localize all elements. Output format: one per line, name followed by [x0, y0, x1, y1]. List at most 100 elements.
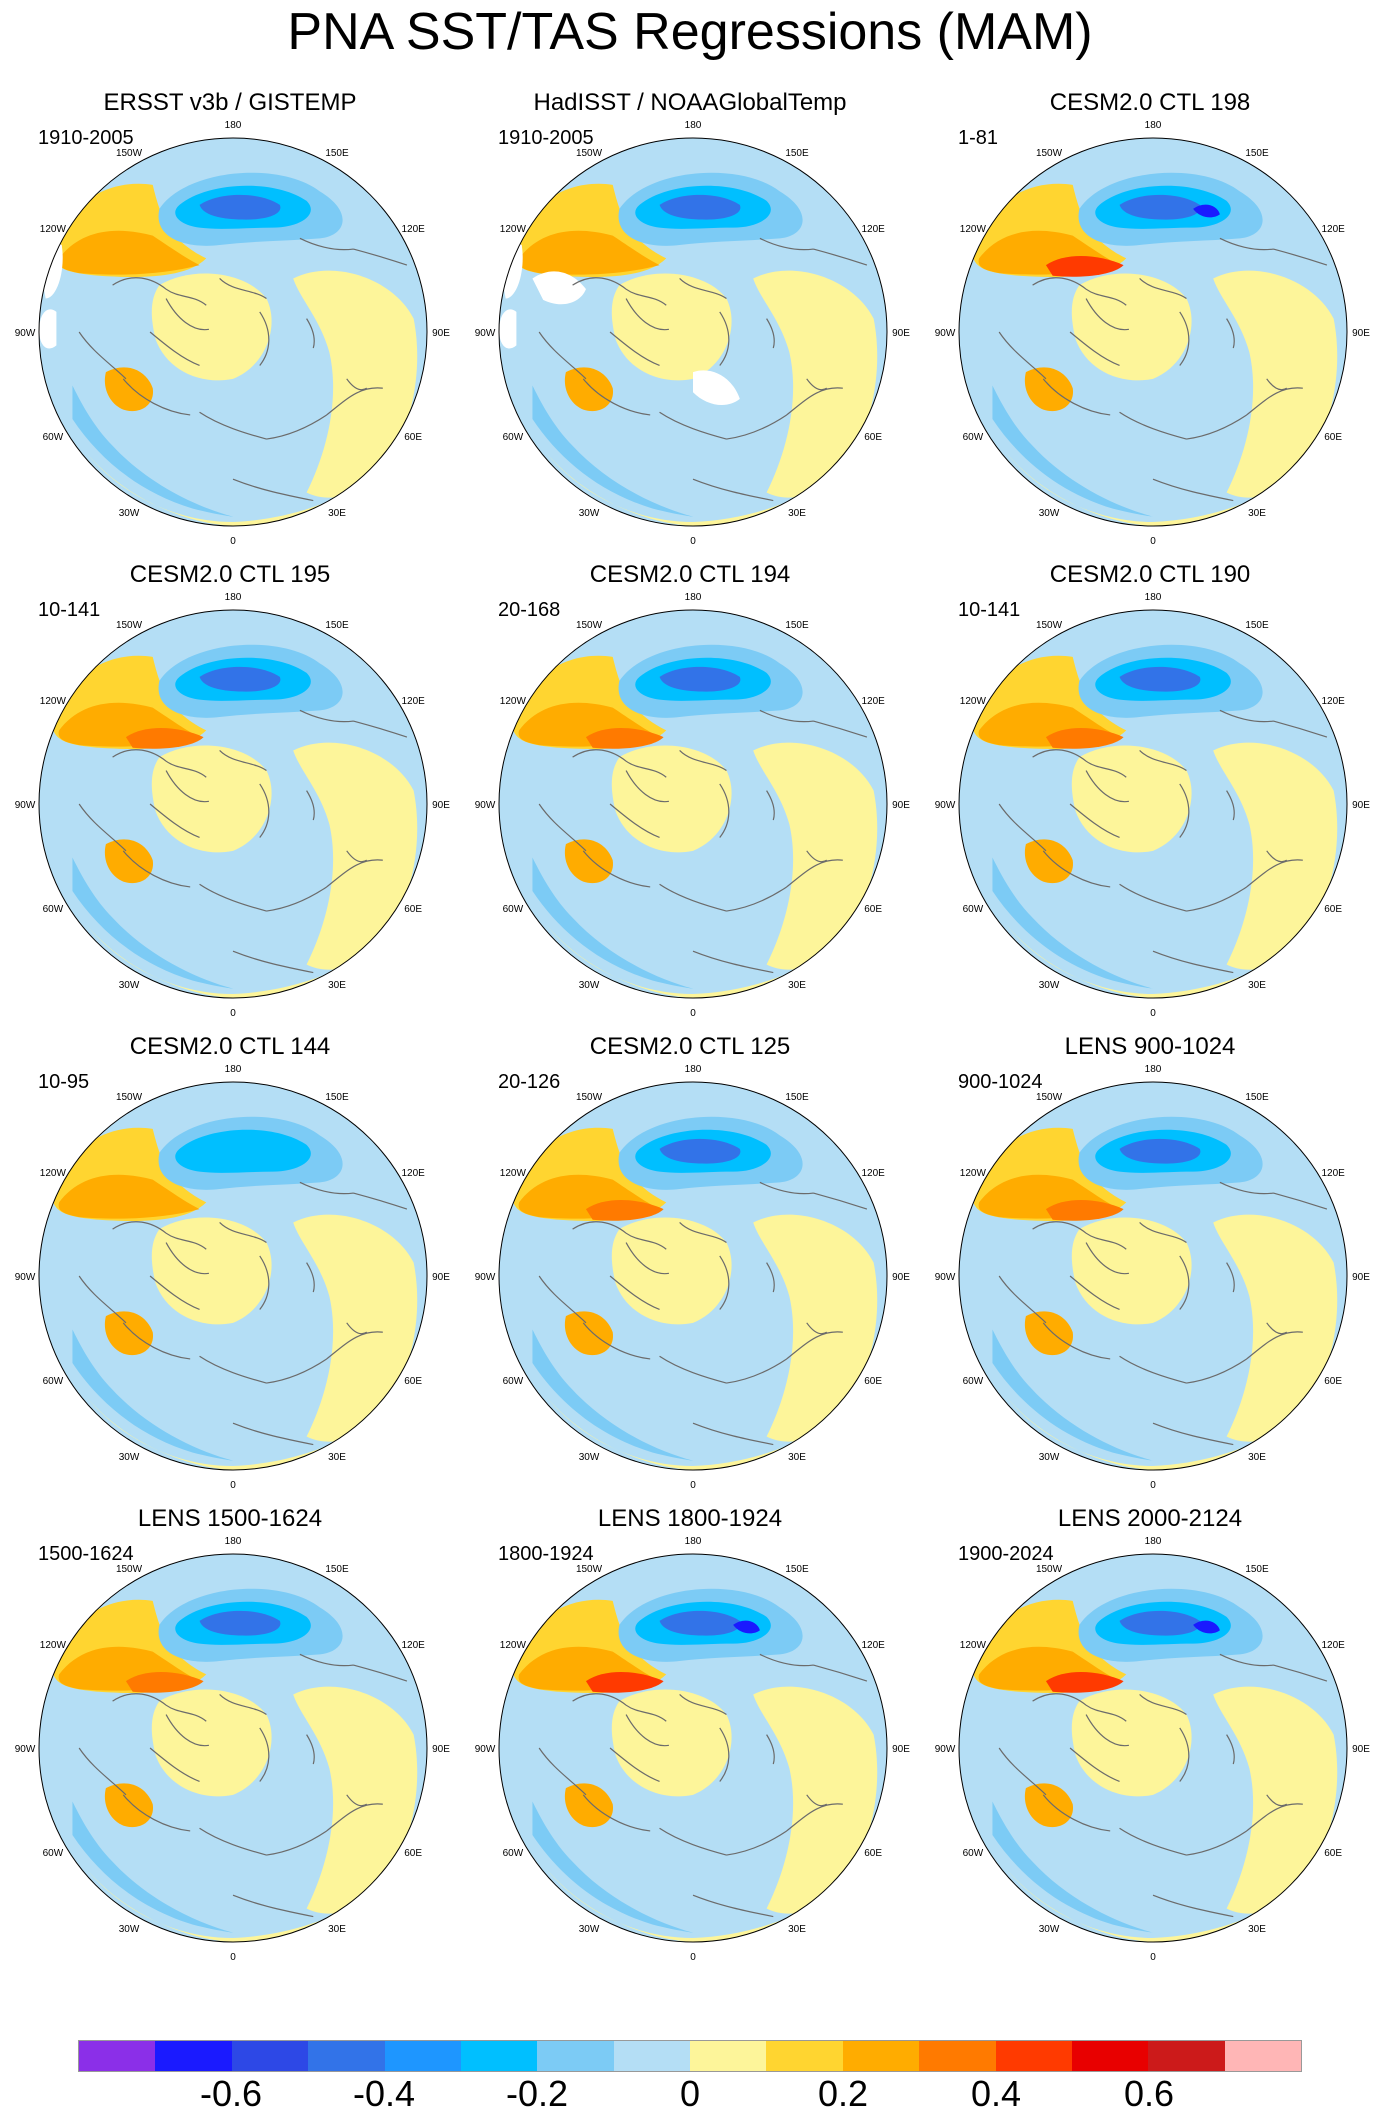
longitude-label: 30E — [328, 508, 346, 519]
longitude-label: 90W — [15, 328, 36, 339]
longitude-label: 30E — [788, 1452, 806, 1463]
longitude-label: 150W — [116, 148, 143, 159]
longitude-label: 30E — [328, 980, 346, 991]
longitude-label: 120E — [401, 1168, 425, 1179]
colorbar-swatch — [842, 2041, 920, 2071]
colorbar-tick-label: -0.4 — [352, 2073, 416, 2114]
longitude-label: 120E — [861, 1640, 885, 1651]
longitude-label: 30W — [1039, 1452, 1060, 1463]
longitude-label: 0 — [230, 1480, 236, 1491]
map-boundary — [38, 1081, 428, 1471]
map-panel: CESM2.0 CTL 195 180 150E 120E 90E 60E 30E 0 30W 6… — [0, 560, 460, 1030]
colorbar-swatch — [613, 2041, 690, 2071]
polar-map: 180 150E 120E 90E 60E 30E 0 30W 60W 90W 120W 150W — [935, 592, 1371, 1019]
longitude-label: 180 — [225, 592, 242, 603]
map-boundary — [38, 609, 428, 999]
longitude-label: 60W — [503, 1848, 524, 1859]
longitude-label: 90W — [15, 1272, 36, 1283]
longitude-label: 60W — [503, 432, 524, 443]
longitude-label: 0 — [1150, 1952, 1156, 1963]
longitude-label: 120W — [960, 1640, 987, 1651]
longitude-label: 60W — [963, 904, 984, 915]
longitude-label: 90E — [1352, 328, 1370, 339]
polar-map: 180 150E 120E 90E 60E 30E 0 30W 60W 90W 120W 150W — [935, 1536, 1371, 1963]
map-panel: CESM2.0 CTL 125 180 150E 120E 90E 60E 30E 0 30W 6… — [460, 1032, 920, 1502]
longitude-label: 90E — [892, 800, 910, 811]
longitude-label: 60E — [404, 1376, 422, 1387]
longitude-label: 180 — [1145, 1536, 1162, 1547]
longitude-label: 30E — [1248, 1924, 1266, 1935]
longitude-label: 30E — [328, 1924, 346, 1935]
longitude-label: 30E — [788, 980, 806, 991]
longitude-label: 60W — [43, 1848, 64, 1859]
longitude-label: 180 — [225, 1536, 242, 1547]
panel-years: 1900-2024 — [958, 1543, 1054, 1565]
panel-years: 20-126 — [498, 1071, 561, 1093]
longitude-label: 60W — [43, 432, 64, 443]
longitude-label: 30W — [579, 1924, 600, 1935]
longitude-label: 0 — [1150, 1480, 1156, 1491]
longitude-label: 30W — [119, 1452, 140, 1463]
longitude-label: 60E — [404, 432, 422, 443]
longitude-label: 0 — [690, 536, 696, 547]
map-panel: HadISST / NOAAGlobalTemp 180 150E 120E 90E 60… — [460, 88, 920, 558]
colorbar-swatch — [384, 2041, 461, 2071]
map-field — [959, 1554, 1347, 1942]
longitude-label: 150E — [785, 148, 809, 159]
longitude-label: 120W — [40, 696, 67, 707]
coastlines — [998, 1653, 1328, 1918]
longitude-label: 90E — [1352, 1744, 1370, 1755]
panel-years: 1800-1924 — [498, 1543, 594, 1565]
panel-title: CESM2.0 CTL 144 — [129, 1033, 331, 1060]
longitude-label: 0 — [690, 1480, 696, 1491]
coastlines — [538, 709, 868, 974]
polar-map: 180 150E 120E 90E 60E 30E 0 30W 60W 90W 120W 150W — [475, 592, 911, 1019]
coastlines — [538, 237, 868, 502]
longitude-label: 150E — [785, 620, 809, 631]
longitude-label: 150W — [1036, 148, 1063, 159]
map-field — [39, 138, 427, 526]
longitude-label: 120E — [401, 696, 425, 707]
longitude-label: 90W — [935, 1744, 956, 1755]
map-boundary — [958, 1553, 1348, 1943]
colorbar-swatch — [1148, 2041, 1225, 2071]
longitude-label: 120W — [40, 1640, 67, 1651]
longitude-label: 180 — [685, 1536, 702, 1547]
panel-title: LENS 1500-1624 — [137, 1505, 323, 1532]
longitude-label: 30W — [1039, 508, 1060, 519]
map-field — [499, 1082, 887, 1470]
longitude-label: 30W — [579, 980, 600, 991]
coastlines — [78, 709, 408, 974]
longitude-label: 60W — [43, 904, 64, 915]
longitude-label: 90E — [892, 1272, 910, 1283]
panel-years: 10-95 — [38, 1071, 90, 1093]
longitude-label: 120E — [861, 224, 885, 235]
longitude-label: 90W — [475, 328, 496, 339]
longitude-label: 150W — [116, 1564, 143, 1575]
longitude-label: 120E — [861, 1168, 885, 1179]
map-panel: ERSST v3b / GISTEMP 180 150E 120E 90E 60E 30E 0… — [0, 88, 460, 558]
colorbar-swatch — [995, 2041, 1072, 2071]
map-panel: CESM2.0 CTL 194 180 150E 120E 90E 60E 30E 0 30W 6… — [460, 560, 920, 1030]
polar-map: 180 150E 120E 90E 60E 30E 0 30W 60W 90W 120W 150W — [475, 120, 911, 547]
longitude-label: 60E — [1324, 904, 1342, 915]
longitude-label: 120E — [1321, 224, 1345, 235]
longitude-label: 60E — [864, 1376, 882, 1387]
longitude-label: 180 — [1145, 592, 1162, 603]
map-field — [499, 138, 887, 526]
coastlines — [538, 1181, 868, 1446]
longitude-label: 150E — [1245, 620, 1269, 631]
colorbar-tick-label: -0.2 — [505, 2073, 569, 2114]
longitude-label: 120W — [40, 1168, 67, 1179]
longitude-label: 60E — [1324, 1376, 1342, 1387]
panel-title: CESM2.0 CTL 125 — [589, 1033, 791, 1060]
map-boundary — [958, 609, 1348, 999]
colorbar-swatch — [1071, 2041, 1149, 2071]
longitude-label: 90W — [935, 1272, 956, 1283]
colorbar-tick-label: 0.6 — [1123, 2073, 1175, 2114]
longitude-label: 30E — [788, 1924, 806, 1935]
map-panel: LENS 900-1024 180 150E 120E 90E 60E 30E 0 30W 60W… — [920, 1032, 1380, 1502]
longitude-label: 30W — [579, 1452, 600, 1463]
polar-map: 180 150E 120E 90E 60E 30E 0 30W 60W 90W 120W 150W — [15, 1536, 451, 1963]
longitude-label: 120E — [401, 224, 425, 235]
